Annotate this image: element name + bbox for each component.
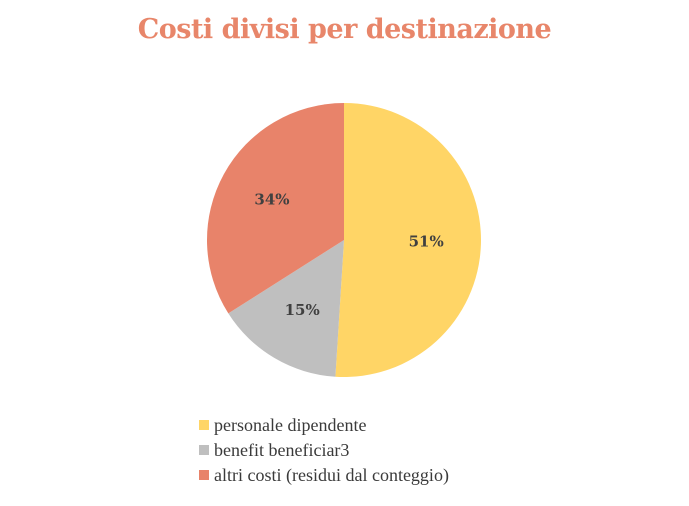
legend-label: benefit beneficiar3 [214,439,350,460]
legend: personale dipendente benefit beneficiar3… [199,413,449,488]
pie-slice-personale-dipendente [335,103,481,377]
legend-swatch [199,420,209,430]
legend-swatch [199,445,209,455]
data-label-altri-costi: 34% [254,190,289,208]
pie-slices [206,103,481,377]
legend-item-benefit: benefit beneficiar3 [199,438,449,462]
pie-data-labels: 51% 15% 34% [254,190,443,318]
legend-item-personale: personale dipendente [199,413,449,437]
chart-title: Costi divisi per destinazione [137,14,552,45]
pie-slice-altri-costi [206,103,344,314]
data-label-personale-dipendente: 51% [409,233,444,251]
legend-swatch [199,470,209,480]
legend-label: altri costi (residui dal conteggio) [214,464,449,485]
legend-label: personale dipendente [214,414,367,435]
data-label-benefit-beneficiari: 15% [285,301,320,319]
legend-item-altri-costi: altri costi (residui dal conteggio) [199,463,449,487]
pie-slice-benefit-beneficiari [228,240,344,377]
